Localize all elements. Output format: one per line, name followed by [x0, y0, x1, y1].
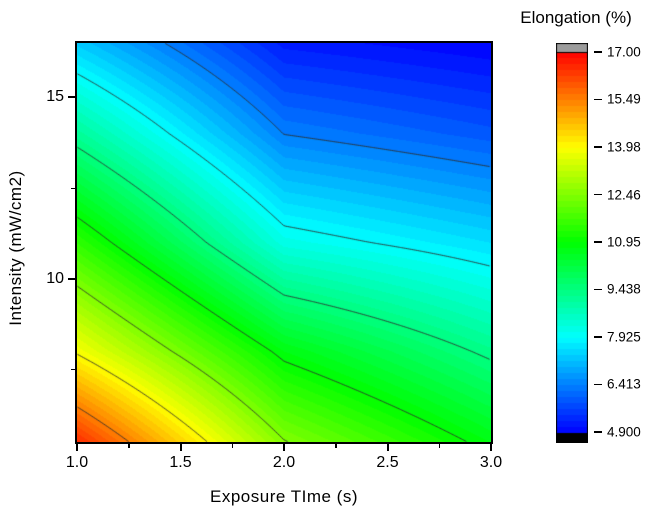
colorbar-tick: [594, 336, 602, 338]
colorbar-gradient: [556, 43, 588, 443]
contour-plot-canvas: [77, 43, 491, 442]
colorbar-title: Elongation (%): [520, 8, 632, 27]
x-major-tick: [283, 444, 285, 451]
colorbar-tick-label: 6.413: [607, 376, 641, 392]
colorbar-tick: [594, 193, 602, 196]
colorbar-tick: [594, 383, 602, 386]
x-tick-label: 1.5: [169, 454, 192, 471]
y-tick-label: 10: [46, 269, 64, 287]
colorbar-tick-label: 7.925: [607, 329, 641, 345]
x-minor-tick: [335, 444, 337, 448]
colorbar-tick: [594, 241, 602, 243]
y-minor-tick: [71, 368, 75, 371]
colorbar-tick-label: 9.438: [607, 281, 641, 297]
colorbar-tick-label: 13.98: [607, 139, 641, 155]
colorbar-tick-label: 10.95: [607, 234, 641, 250]
x-tick-label: 2.0: [272, 454, 296, 471]
colorbar-tick-label: 4.900: [607, 424, 641, 440]
y-minor-tick: [71, 187, 75, 190]
colorbar-tick: [594, 288, 602, 291]
x-minor-tick: [438, 444, 441, 448]
x-tick-label: 2.5: [376, 454, 399, 471]
y-tick-label: 15: [46, 88, 64, 106]
x-minor-tick: [231, 444, 234, 448]
colorbar-tick: [594, 98, 602, 101]
colorbar-tick: [594, 146, 602, 148]
x-tick-label: 3.0: [479, 454, 503, 471]
x-minor-tick: [128, 444, 130, 448]
colorbar-tick-label: 15.49: [607, 91, 641, 107]
x-tick-label: 1.0: [65, 454, 89, 471]
x-major-tick: [76, 444, 78, 451]
colorbar-tick: [594, 431, 602, 433]
y-major-tick: [68, 96, 75, 99]
y-major-tick: [68, 277, 75, 280]
colorbar-tick-label: 17.00: [607, 44, 641, 60]
x-major-tick: [490, 444, 492, 451]
colorbar-tick-label: 12.46: [607, 187, 641, 203]
y-axis-title: Intensity (mW/cm2): [6, 170, 25, 326]
x-axis-title: Exposure TIme (s): [209, 487, 359, 506]
x-major-tick: [179, 444, 182, 451]
x-major-tick: [386, 444, 389, 451]
colorbar-tick: [594, 51, 602, 53]
